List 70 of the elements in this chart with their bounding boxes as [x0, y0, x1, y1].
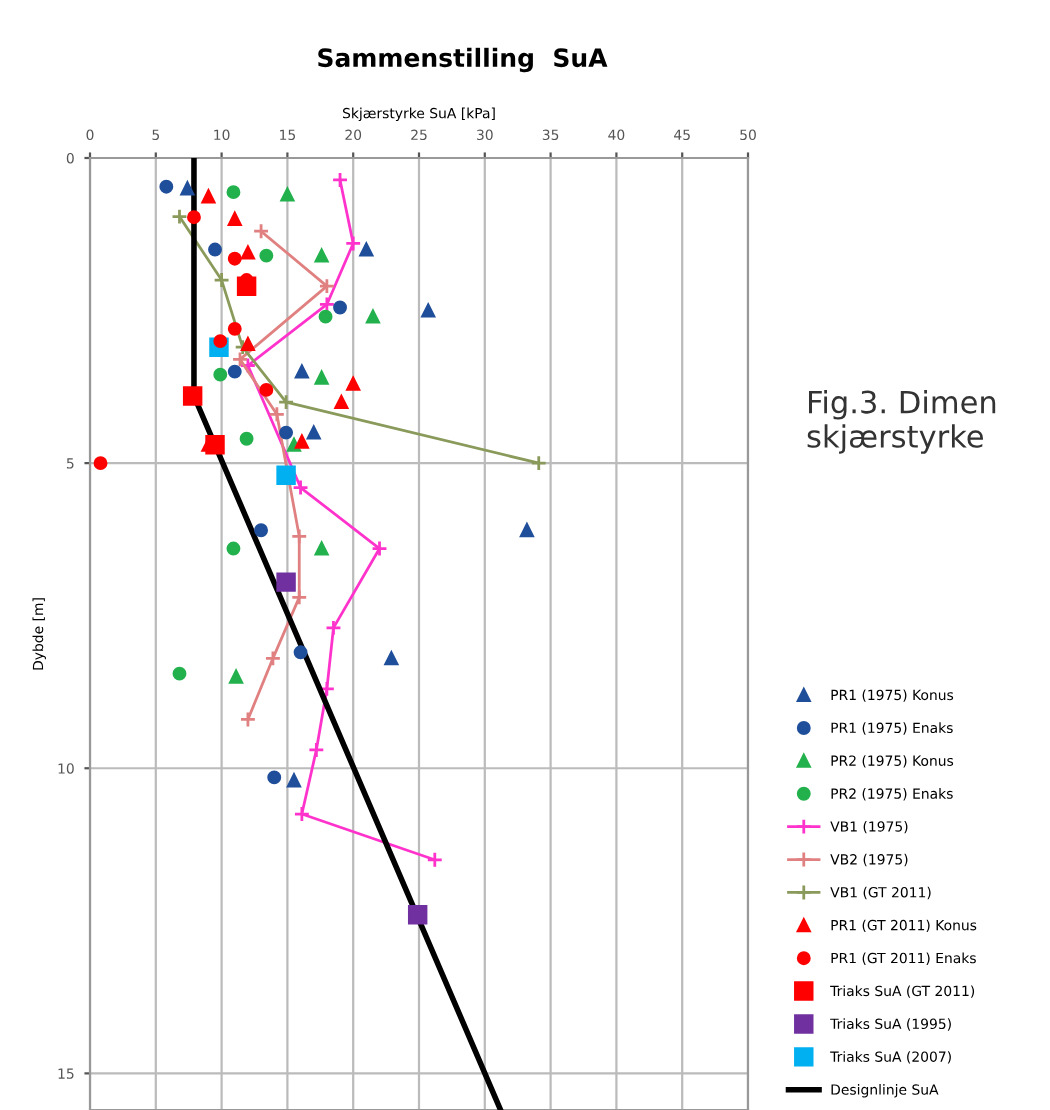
point	[306, 425, 321, 440]
point	[180, 181, 195, 196]
point	[208, 242, 222, 257]
point	[308, 741, 325, 759]
point	[325, 619, 342, 637]
point	[226, 541, 241, 556]
point	[280, 187, 295, 202]
point	[277, 393, 295, 411]
point	[93, 456, 108, 471]
point	[293, 805, 311, 823]
point	[213, 367, 228, 382]
point	[226, 185, 241, 200]
point	[264, 650, 282, 667]
point	[254, 523, 269, 538]
point	[240, 337, 255, 352]
point	[407, 904, 428, 925]
point	[294, 434, 309, 449]
point	[331, 171, 349, 189]
point	[314, 370, 329, 385]
point	[314, 248, 329, 263]
point	[359, 242, 374, 257]
point	[227, 321, 242, 336]
point	[292, 479, 309, 496]
point	[421, 303, 436, 318]
point	[240, 245, 255, 260]
point	[318, 277, 336, 295]
point	[159, 179, 174, 194]
point	[231, 351, 249, 368]
point	[294, 364, 309, 379]
point	[229, 669, 244, 684]
point	[333, 300, 347, 315]
point	[318, 296, 336, 313]
point	[259, 382, 274, 397]
point	[201, 189, 216, 204]
point	[276, 572, 296, 592]
point	[276, 465, 296, 486]
point	[318, 309, 333, 324]
point	[279, 425, 294, 440]
point	[365, 309, 380, 324]
point	[267, 770, 282, 785]
point	[239, 711, 257, 728]
point	[239, 431, 254, 446]
point	[213, 271, 230, 289]
point	[172, 666, 187, 681]
point	[287, 773, 301, 788]
point	[259, 248, 274, 263]
point	[314, 541, 329, 556]
point	[227, 251, 242, 266]
point	[227, 364, 242, 379]
point	[290, 589, 308, 606]
point	[213, 334, 228, 349]
point	[293, 645, 308, 660]
point	[346, 376, 361, 391]
point	[334, 395, 349, 410]
point	[290, 528, 308, 545]
caption: Fig.3. Dimen skjærstyrke	[807, 390, 996, 454]
point	[344, 235, 362, 252]
point	[530, 454, 548, 472]
point	[426, 851, 444, 869]
point	[252, 222, 270, 240]
chart-title: Sammenstilling SuA	[318, 47, 608, 73]
point	[182, 386, 203, 406]
point	[171, 208, 188, 225]
point	[227, 212, 242, 226]
point	[187, 210, 201, 225]
point	[384, 651, 399, 666]
point	[371, 540, 388, 557]
point	[268, 405, 286, 423]
point	[239, 357, 257, 374]
point	[519, 523, 534, 538]
